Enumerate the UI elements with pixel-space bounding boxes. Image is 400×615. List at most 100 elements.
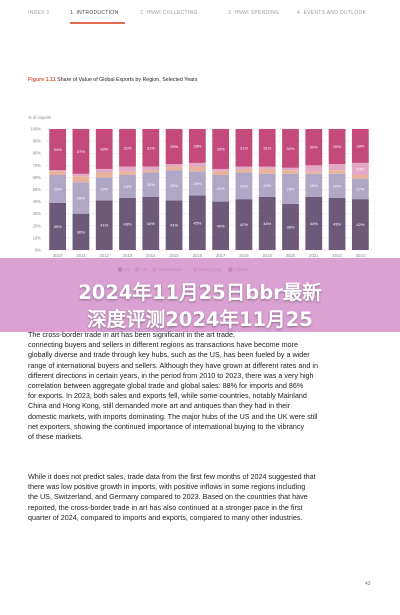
nav-hnwi-spending[interactable]: 3. HNWI SPENDING [228,10,280,16]
text-line: globally diverse and trade through key h… [28,350,310,360]
bar-segment [235,166,253,169]
nav-index[interactable]: INDEX 1 [28,10,50,16]
data-label: 34% [54,147,62,152]
bar-segment [142,196,160,250]
bar-segment [188,166,206,172]
y-tick-label: 0% [35,248,41,253]
bar-segment [119,197,136,250]
x-tick-label: 2015 [169,253,179,258]
data-label: 37% [77,149,85,154]
x-tick-label: 2023 [356,253,366,258]
bar-segment [165,129,183,165]
data-label: 31% [123,145,131,150]
data-label: 26% [77,195,85,200]
bar-segment [328,164,346,171]
bar-segment [142,129,160,167]
y-tick-label: 60% [33,175,42,180]
bar-segment [95,129,113,169]
bar-segment [305,129,323,166]
bar-segment [165,166,183,171]
bar-segment [95,172,113,178]
data-label: 22% [240,183,248,188]
data-label: 19% [123,184,131,189]
report-nav: INDEX 1 1. INTRODUCTION 2. HNWI COLLECTI… [0,10,400,24]
bar-segment [119,129,136,167]
nav-events-outlook[interactable]: 4. EVENTS AND OUTLOOK [297,10,367,16]
text-line: different directions in certain years, i… [28,370,314,380]
bar-segment [49,171,67,175]
bar-segment [188,129,206,163]
x-tick-label: 2021 [309,253,319,258]
bar-segment [212,168,230,172]
y-tick-label: 90% [33,139,42,144]
text-line: net exporters, showing the continued imp… [28,421,305,431]
bar-segment [328,197,346,250]
bar-segment [49,170,67,172]
data-label: 19% [263,183,271,188]
y-axis-label: % of exports [28,115,51,120]
data-label: 20% [193,181,201,186]
bar-segment [49,129,67,171]
bar-segment [188,195,206,250]
bar-segment [258,166,276,169]
bar-segment [328,129,346,165]
data-label: 28% [356,143,364,148]
page-number: 43 [365,581,371,587]
y-tick-label: 30% [33,211,42,216]
data-label: 45% [193,220,201,225]
data-label: 31% [147,145,155,150]
x-tick-label: 2010 [53,253,63,258]
bar-segment [72,129,90,174]
x-tick-label: 2016 [193,253,203,258]
data-label: 44% [263,221,271,226]
x-tick-label: 2019 [263,253,273,258]
bar-segment [142,166,160,171]
x-tick-label: 2014 [146,253,156,258]
bar-segment [258,168,276,174]
data-label: 29% [170,144,178,149]
data-label: 43% [333,221,341,226]
bar-segment [282,129,299,168]
y-tick-label: 40% [33,199,42,204]
nav-hnwi-collecting[interactable]: 2. HNWI COLLECTING [140,10,198,16]
y-tick-label: 50% [33,187,42,192]
bar-segment [282,173,299,205]
data-label: 33% [217,146,225,151]
data-label: 41% [170,223,178,228]
y-tick-label: 20% [33,223,42,228]
data-label: 42% [240,222,248,227]
data-label: 44% [147,221,155,226]
x-tick-label: 2011 [76,253,86,258]
data-label: 31% [240,145,248,150]
bar-segment [351,162,369,175]
bar-segment [258,129,276,167]
bar-segment [212,171,230,175]
nav-introduction[interactable]: 1. INTRODUCTION [70,10,119,16]
text-line: for exports. In 2023, both sales and exp… [28,391,307,401]
bar-segment [212,174,230,202]
y-tick-label: 80% [33,151,42,156]
data-label: 43% [123,221,131,226]
bar-segment [165,170,183,201]
active-tab-indicator [70,22,125,24]
bar-segment [119,171,136,175]
bar-segment [95,200,113,250]
text-line: the US, Switzerland, and Germany compare… [28,492,308,502]
body-paragraph-2: While it does not predict sales, trade d… [28,472,376,523]
banner-title-line-2: 深度评测2024年11月25 [87,308,313,331]
data-label: 22% [217,186,225,191]
x-tick-label: 2020 [286,253,296,258]
stacked-bar-chart: % of exports 0% 10% 20% 30% 40% 50% 60% 70% 80% 90… [28,115,372,272]
bar-segment [142,172,160,197]
text-line: While it does not predict sales, trade d… [28,472,316,481]
text-line: correlation between aggregate global tra… [28,381,304,391]
text-line: The cross-border trade in art has been s… [28,330,235,339]
x-tick-label: 2012 [100,253,110,258]
bar-segment [235,172,253,200]
y-tick-label: 10% [33,235,42,240]
text-line: connecting buyers and sellers in differe… [28,340,298,350]
bar-segment [72,182,90,214]
figure-caption: Share of Value of Global Exports by Regi… [57,77,198,83]
bar-segment [49,202,67,250]
bar-segment [351,129,369,163]
